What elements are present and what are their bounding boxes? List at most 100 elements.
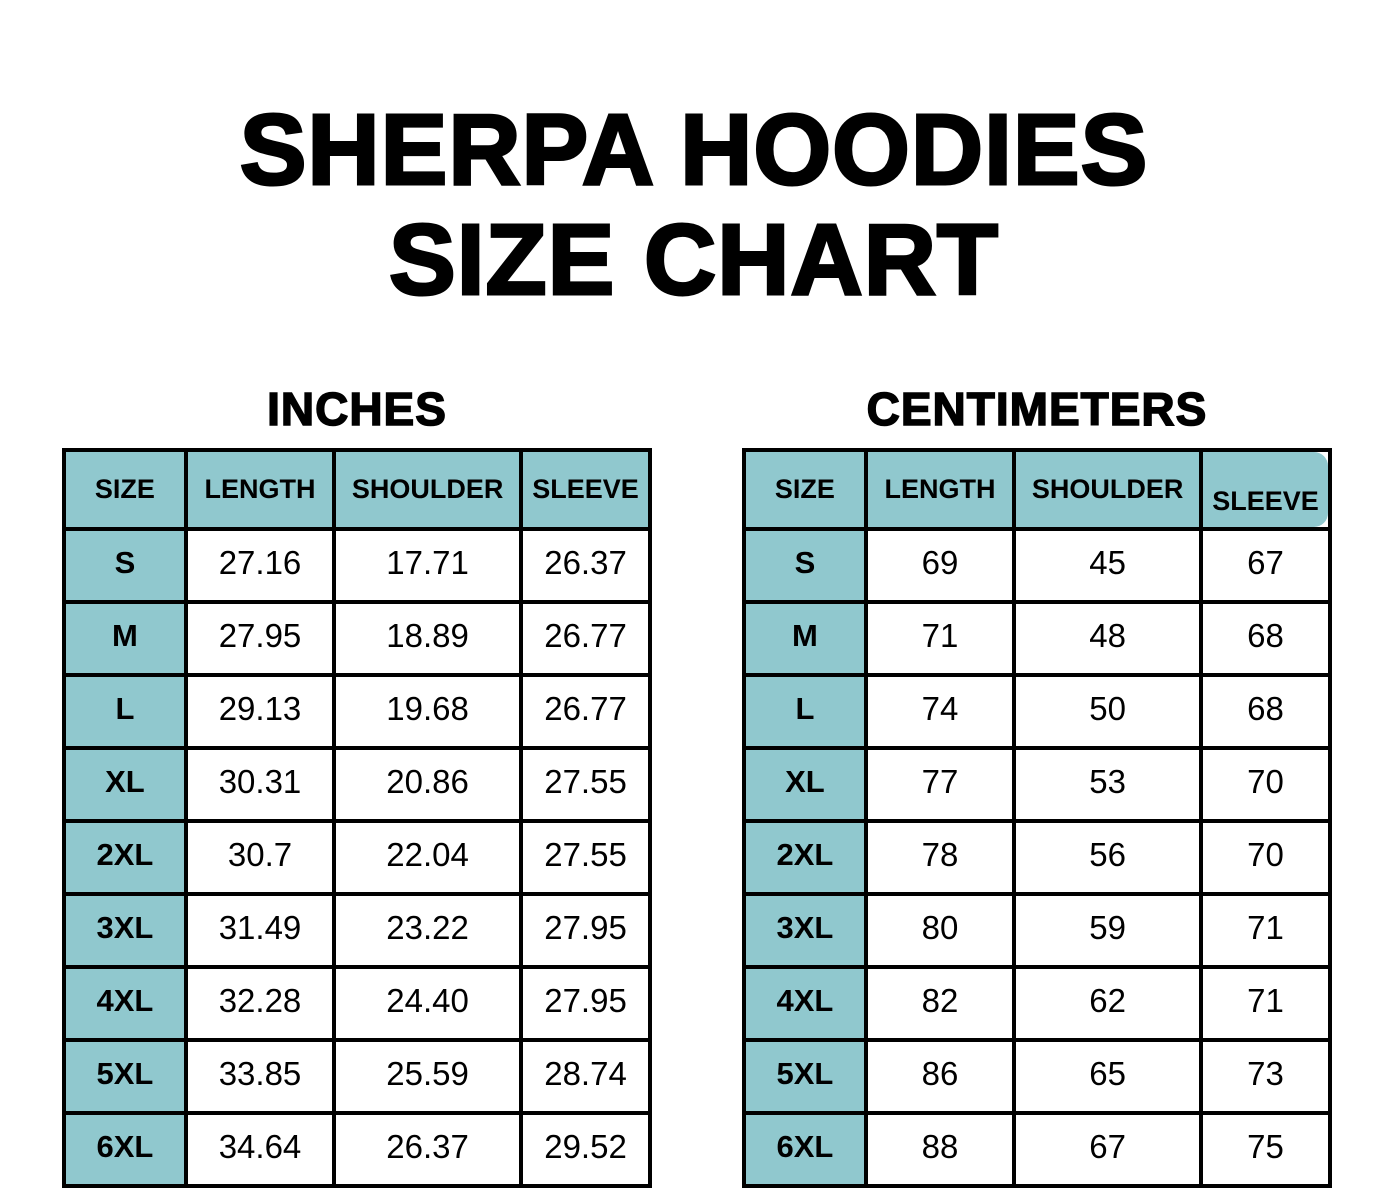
sleeve-value: 27.95 [519,892,652,969]
shoulder-value: 19.68 [332,673,524,750]
shoulder-value: 25.59 [332,1038,524,1115]
length-value: 80 [863,892,1017,969]
size-label: 2XL [62,819,188,896]
col-header-sleeve: SLEEVE [519,448,652,531]
length-value: 27.16 [183,527,337,604]
size-label: 6XL [62,1111,188,1188]
size-label: 2XL [742,819,868,896]
length-value: 34.64 [183,1111,337,1188]
shoulder-value: 24.40 [332,965,524,1042]
sleeve-value: 26.37 [519,527,652,604]
table-row: 5XL 86 65 73 [742,1038,1332,1115]
sleeve-value: 71 [1199,965,1332,1042]
size-label: 6XL [742,1111,868,1188]
table-row: L 74 50 68 [742,673,1332,750]
length-value: 29.13 [183,673,337,750]
sleeve-value: 26.77 [519,600,652,677]
sleeve-value: 70 [1199,746,1332,823]
length-value: 30.31 [183,746,337,823]
sleeve-value: 27.55 [519,819,652,896]
size-label: S [62,527,188,604]
shoulder-value: 23.22 [332,892,524,969]
col-header-sleeve-label: SLEEVE [1212,486,1319,516]
size-label: 4XL [742,965,868,1042]
length-value: 30.7 [183,819,337,896]
inches-section: INCHES SIZE LENGTH SHOULDER SLEEVE S [62,382,652,1188]
header-row: SIZE LENGTH SHOULDER SLEEVE [742,448,1332,531]
size-label: L [62,673,188,750]
size-label: 3XL [742,892,868,969]
col-header-length: LENGTH [183,448,337,531]
shoulder-value: 67 [1012,1111,1204,1188]
inches-table: SIZE LENGTH SHOULDER SLEEVE S 27.16 17.7… [62,448,652,1188]
shoulder-value: 50 [1012,673,1204,750]
sleeve-value: 68 [1199,600,1332,677]
col-header-sleeve: SLEEVE [1199,448,1332,531]
table-row: S 69 45 67 [742,527,1332,604]
shoulder-value: 53 [1012,746,1204,823]
size-label: XL [742,746,868,823]
sleeve-value: 28.74 [519,1038,652,1115]
shoulder-value: 45 [1012,527,1204,604]
sleeve-value: 27.55 [519,746,652,823]
sleeve-value: 73 [1199,1038,1332,1115]
size-label: M [62,600,188,677]
length-value: 77 [863,746,1017,823]
size-label: S [742,527,868,604]
sleeve-value: 67 [1199,527,1332,604]
table-row: L 29.13 19.68 26.77 [62,673,652,750]
table-row: 5XL 33.85 25.59 28.74 [62,1038,652,1115]
sleeve-value: 29.52 [519,1111,652,1188]
shoulder-value: 17.71 [332,527,524,604]
centimeters-heading: CENTIMETERS [866,382,1208,436]
centimeters-section: CENTIMETERS SIZE LENGTH SHOULDER SLEEVE … [742,382,1332,1188]
shoulder-value: 48 [1012,600,1204,677]
table-row: 6XL 88 67 75 [742,1111,1332,1188]
table-row: 4XL 82 62 71 [742,965,1332,1042]
size-label: 3XL [62,892,188,969]
length-value: 88 [863,1111,1017,1188]
sleeve-value: 27.95 [519,965,652,1042]
size-label: L [742,673,868,750]
length-value: 74 [863,673,1017,750]
col-header-size: SIZE [742,448,868,531]
tables-container: INCHES SIZE LENGTH SHOULDER SLEEVE S [0,382,1388,1188]
table-row: 2XL 78 56 70 [742,819,1332,896]
table-row: 3XL 80 59 71 [742,892,1332,969]
col-header-size: SIZE [62,448,188,531]
page-title: SHERPA HOODIES SIZE CHART [0,67,1388,317]
shoulder-value: 20.86 [332,746,524,823]
table-row: 6XL 34.64 26.37 29.52 [62,1111,652,1188]
col-header-shoulder: SHOULDER [1012,448,1204,531]
sleeve-value: 75 [1199,1111,1332,1188]
title-line-2: SIZE CHART [388,204,1000,317]
shoulder-value: 22.04 [332,819,524,896]
sleeve-value: 68 [1199,673,1332,750]
length-value: 27.95 [183,600,337,677]
sleeve-value: 71 [1199,892,1332,969]
shoulder-value: 18.89 [332,600,524,677]
centimeters-table: SIZE LENGTH SHOULDER SLEEVE S 69 45 67 M [742,448,1332,1188]
header-row: SIZE LENGTH SHOULDER SLEEVE [62,448,652,531]
length-value: 86 [863,1038,1017,1115]
size-label: M [742,600,868,677]
title-line-1: SHERPA HOODIES [238,94,1149,207]
length-value: 71 [863,600,1017,677]
shoulder-value: 26.37 [332,1111,524,1188]
table-row: S 27.16 17.71 26.37 [62,527,652,604]
table-row: 3XL 31.49 23.22 27.95 [62,892,652,969]
shoulder-value: 59 [1012,892,1204,969]
col-header-length: LENGTH [863,448,1017,531]
size-label: 5XL [742,1038,868,1115]
length-value: 32.28 [183,965,337,1042]
table-row: M 27.95 18.89 26.77 [62,600,652,677]
inches-heading: INCHES [266,382,447,436]
table-row: XL 77 53 70 [742,746,1332,823]
col-header-shoulder: SHOULDER [332,448,524,531]
length-value: 82 [863,965,1017,1042]
size-label: 5XL [62,1038,188,1115]
length-value: 33.85 [183,1038,337,1115]
table-row: 2XL 30.7 22.04 27.55 [62,819,652,896]
size-label: XL [62,746,188,823]
table-row: 4XL 32.28 24.40 27.95 [62,965,652,1042]
